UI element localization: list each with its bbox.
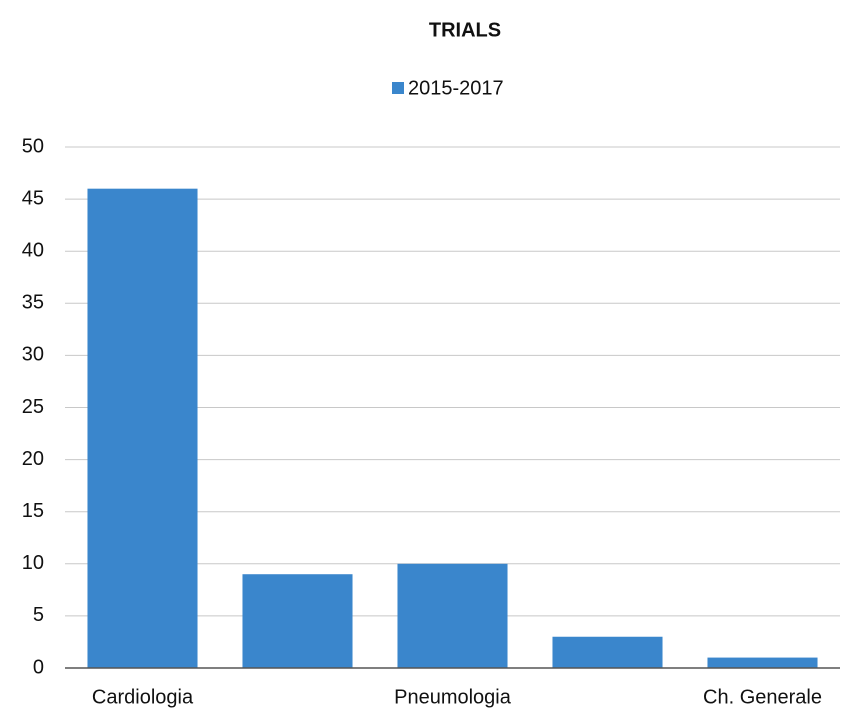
y-tick-label: 25 bbox=[22, 396, 44, 418]
chart-title: TRIALS bbox=[429, 19, 501, 41]
bar bbox=[87, 188, 198, 668]
y-tick-label: 45 bbox=[22, 187, 44, 209]
y-tick-label: 10 bbox=[22, 552, 44, 574]
y-tick-label: 0 bbox=[33, 656, 44, 678]
x-tick-label: Ch. Generale bbox=[703, 686, 822, 708]
y-tick-label: 35 bbox=[22, 292, 44, 314]
x-tick-label: Cardiologia bbox=[92, 686, 194, 708]
bar bbox=[242, 574, 353, 668]
bar bbox=[552, 636, 663, 668]
y-tick-label: 5 bbox=[33, 604, 44, 626]
bar bbox=[707, 657, 818, 668]
x-tick-label: Pneumologia bbox=[394, 686, 512, 708]
bar bbox=[397, 563, 508, 668]
y-tick-label: 30 bbox=[22, 344, 44, 366]
y-tick-label: 40 bbox=[22, 239, 44, 261]
y-tick-label: 50 bbox=[22, 135, 44, 157]
legend-label: 2015-2017 bbox=[408, 77, 504, 99]
y-tick-label: 20 bbox=[22, 448, 44, 470]
legend-swatch bbox=[392, 82, 404, 94]
y-tick-label: 15 bbox=[22, 500, 44, 522]
